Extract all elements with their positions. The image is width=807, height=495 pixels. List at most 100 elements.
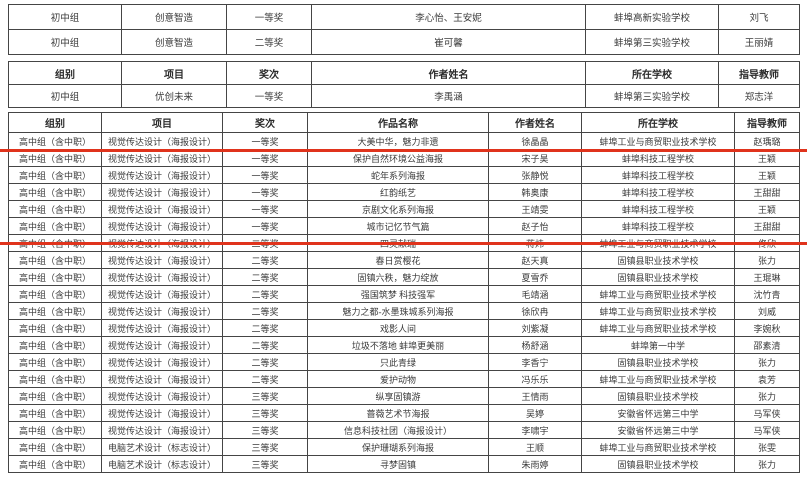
table-row: 高中组（含中职） 视觉传达设计（海报设计） 二等奖 春日赏樱花 赵天真 固镇县职业技术学校…	[8, 251, 800, 269]
table-row: 高中组（含中职） 视觉传达设计（海报设计） 一等奖 红韵纸艺 韩奥康 蚌埠科技工程学校 王甜…	[8, 183, 800, 201]
table-cell: 一等奖	[222, 217, 308, 235]
table-cell: 王靖雯	[488, 200, 582, 218]
table-cell: 宋子昊	[488, 149, 582, 167]
table-row: 高中组（含中职） 视觉传达设计（海报设计） 二等奖 垃圾不落地 蚌埠更美丽 杨舒涵 蚌埠第…	[8, 336, 800, 354]
table-cell: 蚌埠第三实验学校	[585, 29, 719, 55]
table-cell: 高中组（含中职）	[8, 438, 102, 456]
table-cell: 二等奖	[226, 29, 312, 55]
table-row: 高中组（含中职） 电脑艺术设计（标志设计） 三等奖 寻梦固镇 朱雨婷 固镇县职业技术学校张…	[8, 455, 800, 473]
table-cell: 一等奖	[222, 166, 308, 184]
table-cell: 刘威	[734, 302, 800, 320]
table-cell: 刘飞	[718, 4, 800, 30]
table-cell: 王颖	[734, 149, 800, 167]
table-cell: 高中组（含中职）	[8, 200, 102, 218]
table-cell: 吴婷	[488, 404, 582, 422]
table-cell: 高中组（含中职）	[8, 217, 102, 235]
table-cell: 视觉传达设计（海报设计）	[101, 217, 223, 235]
table-cell: 崔可馨	[311, 29, 586, 55]
table-cell: 视觉传达设计（海报设计）	[101, 251, 223, 269]
table-cell: 郑志洋	[718, 84, 800, 108]
junior-group-results-table: 初中组 创意智造 一等奖 李心怡、王安妮 蚌埠高新实验学校 刘飞 初中组 创意智造 二等奖 崔可馨…	[8, 4, 800, 55]
table-cell: 大美中华，魅力非遗	[307, 132, 489, 150]
table-row: 高中组（含中职） 视觉传达设计（海报设计） 三等奖 蔷薇艺术节海报 吴婷 安徽省怀远第三中…	[8, 404, 800, 422]
table-cell: 爱护动物	[307, 370, 489, 388]
table-row: 高中组（含中职） 视觉传达设计（海报设计） 二等奖 只此青绿 李香宁 固镇县职业技术学校张…	[8, 353, 800, 371]
table-cell: 高中组（含中职）	[8, 387, 102, 405]
table-cell: 蚌埠工业与商贸职业技术学校	[581, 302, 735, 320]
table-cell: 二等奖	[222, 370, 308, 388]
table-cell: 张力	[734, 353, 800, 371]
table-cell: 夏雪乔	[488, 268, 582, 286]
table-cell: 三等奖	[222, 387, 308, 405]
table-cell: 蒋炜	[488, 234, 582, 252]
table-row: 高中组（含中职） 视觉传达设计（海报设计） 一等奖 大美中华，魅力非遗 徐晶晶 蚌埠工业与…	[8, 132, 800, 150]
table-cell: 蚌埠工业与商贸职业技术学校	[581, 234, 735, 252]
table-cell: 李啸宇	[488, 421, 582, 439]
table-cell: 高中组（含中职）	[8, 336, 102, 354]
column-header: 奖次	[222, 112, 308, 133]
table-cell: 京剧文化系列海报	[307, 200, 489, 218]
table-cell: 戏影人间	[307, 319, 489, 337]
table-cell: 电脑艺术设计（标志设计）	[101, 438, 223, 456]
column-header: 所在学校	[585, 61, 719, 85]
table-cell: 沈竹青	[734, 285, 800, 303]
column-header: 作品名称	[307, 112, 489, 133]
table-cell: 高中组（含中职）	[8, 404, 102, 422]
table-cell: 蚌埠科技工程学校	[581, 149, 735, 167]
table-row: 初中组 创意智造 一等奖 李心怡、王安妮 蚌埠高新实验学校 刘飞	[8, 4, 800, 30]
table-row: 高中组（含中职） 视觉传达设计（海报设计） 二等奖 戏影人间 刘紫凝 蚌埠工业与商贸职业技…	[8, 319, 800, 337]
table-cell: 马军侠	[734, 421, 800, 439]
column-header: 指导教师	[718, 61, 800, 85]
table-cell: 毛靖涵	[488, 285, 582, 303]
table-cell: 信息科技社团（海报设计）	[307, 421, 489, 439]
header-row: 组别 项目 奖次 作者姓名 所在学校 指导教师	[8, 61, 800, 85]
table-cell: 蚌埠科技工程学校	[581, 217, 735, 235]
table-cell: 赵瑀璐	[734, 132, 800, 150]
table-cell: 初中组	[8, 4, 122, 30]
table-cell: 高中组（含中职）	[8, 251, 102, 269]
table-row: 高中组（含中职） 视觉传达设计（海报设计） 二等奖 爱护动物 冯乐乐 蚌埠工业与商贸职业技…	[8, 370, 800, 388]
table-cell: 视觉传达设计（海报设计）	[101, 268, 223, 286]
table-row: 初中组 创意智造 二等奖 崔可馨 蚌埠第三实验学校 王丽婧	[8, 29, 800, 55]
table-cell: 张静悦	[488, 166, 582, 184]
table-cell: 初中组	[8, 84, 122, 108]
table-cell: 蚌埠高新实验学校	[585, 4, 719, 30]
table-cell: 高中组（含中职）	[8, 234, 102, 252]
table-cell: 三等奖	[222, 438, 308, 456]
table-cell: 一等奖	[222, 183, 308, 201]
table-cell: 高中组（含中职）	[8, 319, 102, 337]
table-cell: 城市记忆节气篇	[307, 217, 489, 235]
column-header: 奖次	[226, 61, 312, 85]
table-row: 高中组（含中职） 视觉传达设计（海报设计） 三等奖 纵享固镇游 王情雨 固镇县职业技术学校…	[8, 387, 800, 405]
table-cell: 四灵献瑞	[307, 234, 489, 252]
table-cell: 王颖	[734, 200, 800, 218]
table-cell: 保护自然环境公益海报	[307, 149, 489, 167]
table-cell: 视觉传达设计（海报设计）	[101, 200, 223, 218]
table-cell: 高中组（含中职）	[8, 166, 102, 184]
table-cell: 一等奖	[222, 149, 308, 167]
table-cell: 蛇年系列海报	[307, 166, 489, 184]
table-cell: 固镇县职业技术学校	[581, 387, 735, 405]
column-header: 项目	[121, 61, 227, 85]
table-cell: 强国筑梦 科技强军	[307, 285, 489, 303]
table-cell: 视觉传达设计（海报设计）	[101, 166, 223, 184]
table-row: 高中组（含中职） 视觉传达设计（海报设计） 一等奖 保护自然环境公益海报 宋子昊 蚌埠科技…	[8, 149, 800, 167]
table-cell: 寻梦固镇	[307, 455, 489, 473]
table-cell: 王顺	[488, 438, 582, 456]
table-cell: 蚌埠第三实验学校	[585, 84, 719, 108]
table-cell: 高中组（含中职）	[8, 285, 102, 303]
table-cell: 一等奖	[226, 84, 312, 108]
table-cell: 安徽省怀远第三中学	[581, 404, 735, 422]
table-cell: 高中组（含中职）	[8, 370, 102, 388]
table-cell: 杨舒涵	[488, 336, 582, 354]
table-row: 高中组（含中职） 电脑艺术设计（标志设计） 三等奖 保护珊瑚系列海报 王顺 蚌埠工业与商贸…	[8, 438, 800, 456]
table-row: 高中组（含中职） 视觉传达设计（海报设计） 二等奖 四灵献瑞 蒋炜 蚌埠工业与商贸职业技术…	[8, 234, 800, 252]
table-cell: 电脑艺术设计（标志设计）	[101, 455, 223, 473]
table-cell: 王丽婧	[718, 29, 800, 55]
table-cell: 优创未来	[121, 84, 227, 108]
table-cell: 红韵纸艺	[307, 183, 489, 201]
table-cell: 二等奖	[222, 251, 308, 269]
table-cell: 一等奖	[222, 200, 308, 218]
table-cell: 袁芳	[734, 370, 800, 388]
table-cell: 高中组（含中职）	[8, 149, 102, 167]
